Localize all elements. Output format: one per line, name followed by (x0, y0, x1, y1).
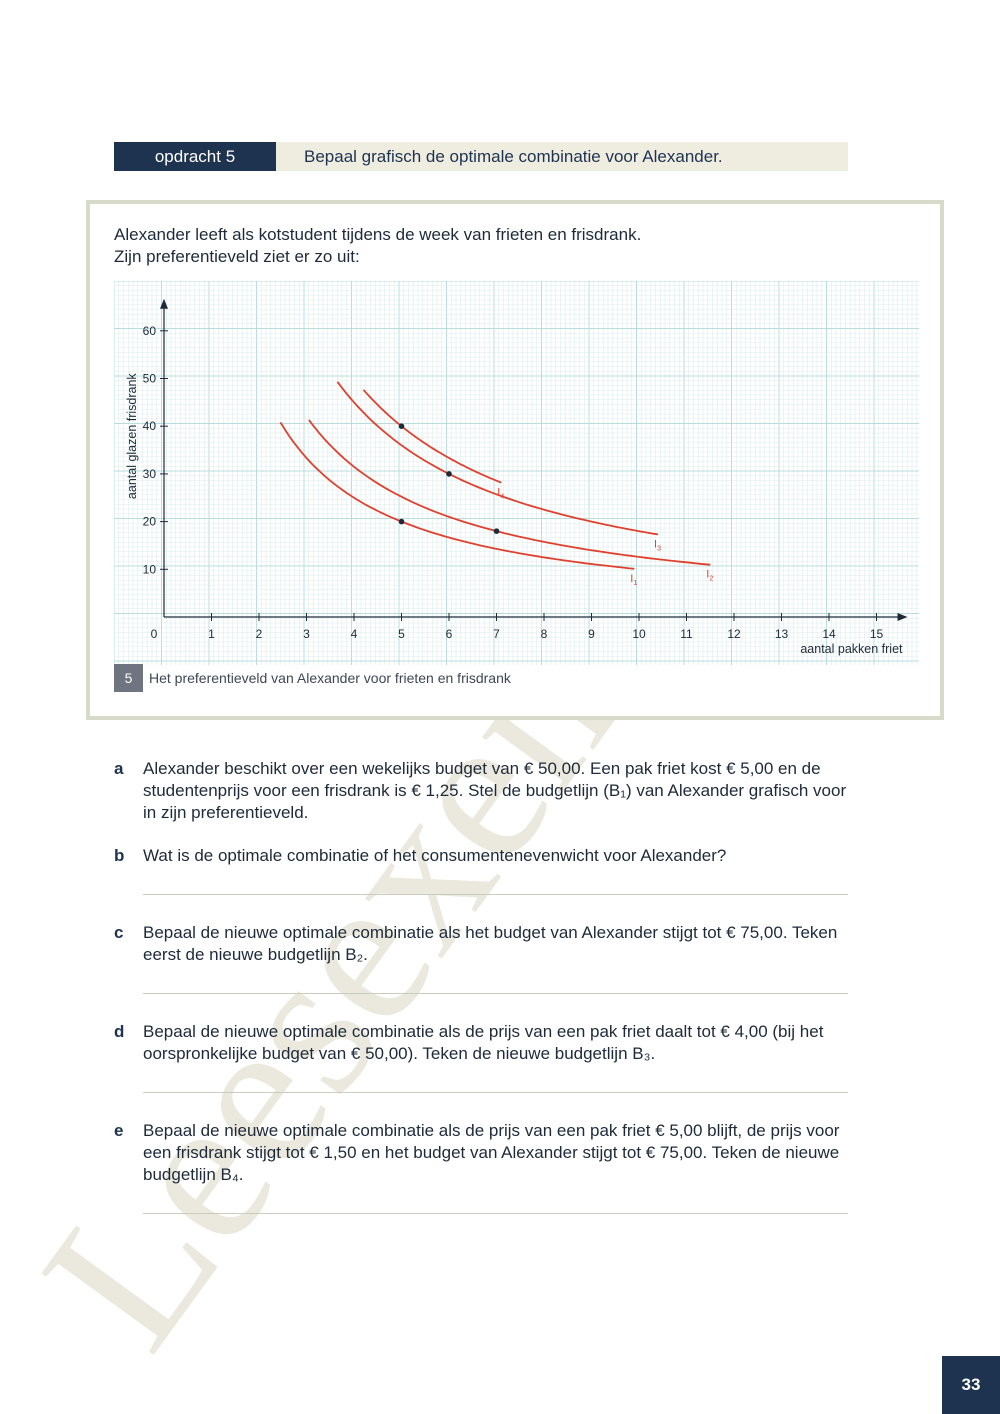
x-tick-label: 9 (588, 627, 595, 641)
x-tick-label: 14 (822, 627, 836, 641)
x-tick-label: 13 (775, 627, 789, 641)
y-axis-label: aantal glazen frisdrank (125, 373, 139, 500)
caption-text: Het preferentieveld van Alexander voor f… (149, 670, 511, 686)
y-tick-label: 60 (143, 324, 157, 338)
question-letter: a (114, 759, 124, 778)
x-tick-label: 0 (151, 627, 158, 641)
x-tick-label: 1 (208, 627, 215, 641)
curve-label-i1: I1 (630, 573, 637, 587)
figure-caption: 5 Het preferentieveld van Alexander voor… (114, 664, 511, 692)
question-text: Bepaal de nieuwe optimale combinatie als… (143, 1022, 824, 1063)
grid (113, 280, 919, 665)
answer-line-b[interactable] (143, 894, 848, 895)
curve-label-i3: I3 (654, 538, 661, 552)
assignment-label: opdracht 5 (114, 142, 276, 171)
x-tick-label: 11 (680, 627, 693, 641)
question-letter: b (114, 846, 125, 865)
data-point (398, 518, 405, 525)
answer-line-c[interactable] (143, 993, 848, 994)
caption-number: 5 (114, 664, 143, 692)
question-letter: c (114, 923, 124, 942)
data-point (446, 471, 452, 477)
question-text: Bepaal de nieuwe optimale combinatie als… (143, 923, 838, 964)
y-tick-label: 10 (143, 562, 157, 576)
intro-text: Alexander leeft als kotstudent tijdens d… (114, 224, 641, 268)
intro-line-2: Zijn preferentieveld ziet er zo uit: (114, 247, 360, 266)
indifference-curve-i3 (336, 381, 659, 536)
answer-line-e[interactable] (143, 1213, 848, 1214)
answer-line-d[interactable] (143, 1092, 848, 1093)
x-tick-label: 5 (398, 627, 405, 641)
x-tick-label: 2 (256, 627, 263, 641)
x-tick-label: 15 (870, 627, 884, 641)
data-point (398, 423, 405, 429)
indifference-curve-i4 (362, 389, 502, 484)
page-number: 33 (942, 1356, 1000, 1414)
indifference-curve-i1 (279, 421, 635, 570)
x-axis-label: aantal pakken friet (800, 642, 903, 656)
question-letter: d (114, 1022, 125, 1041)
x-tick-label: 10 (632, 627, 646, 641)
x-tick-label: 7 (493, 627, 500, 641)
y-tick-label: 30 (143, 467, 157, 481)
intro-line-1: Alexander leeft als kotstudent tijdens d… (114, 225, 642, 244)
x-tick-label: 12 (727, 627, 741, 641)
preference-field-chart: 0 1 2 3 4 5 6 7 8 9 10 11 12 13 14 15 10 20 30 40 50 60 aantal… (113, 280, 919, 665)
y-tick-label: 50 (143, 372, 157, 386)
question-letter: e (114, 1121, 124, 1140)
indifference-curve-i2 (308, 419, 711, 566)
y-tick-label: 40 (143, 419, 157, 433)
assignment-header: opdracht 5 Bepaal grafisch de optimale c… (114, 142, 848, 171)
chart-svg: 0 1 2 3 4 5 6 7 8 9 10 11 12 13 14 15102030405060aantal… (113, 280, 919, 665)
x-tick-label: 6 (446, 627, 453, 641)
x-tick-label: 3 (303, 627, 310, 641)
x-axis-arrow (897, 613, 908, 621)
x-tick-label: 4 (351, 627, 358, 641)
question-text: Wat is de optimale combinatie of het con… (143, 846, 727, 865)
question-text: Bepaal de nieuwe optimale combinatie als… (143, 1121, 840, 1184)
y-axis-arrow (160, 298, 168, 309)
curve-label-i2: I2 (706, 569, 713, 583)
data-point (493, 528, 500, 534)
figure-box: Alexander leeft als kotstudent tijdens d… (86, 200, 944, 720)
assignment-title: Bepaal grafisch de optimale combinatie v… (276, 142, 848, 171)
curve-label-i4: I4 (497, 487, 504, 501)
x-tick-label: 8 (541, 627, 548, 641)
question-text: Alexander beschikt over een wekelijks bu… (143, 759, 847, 822)
y-tick-label: 20 (143, 515, 157, 529)
